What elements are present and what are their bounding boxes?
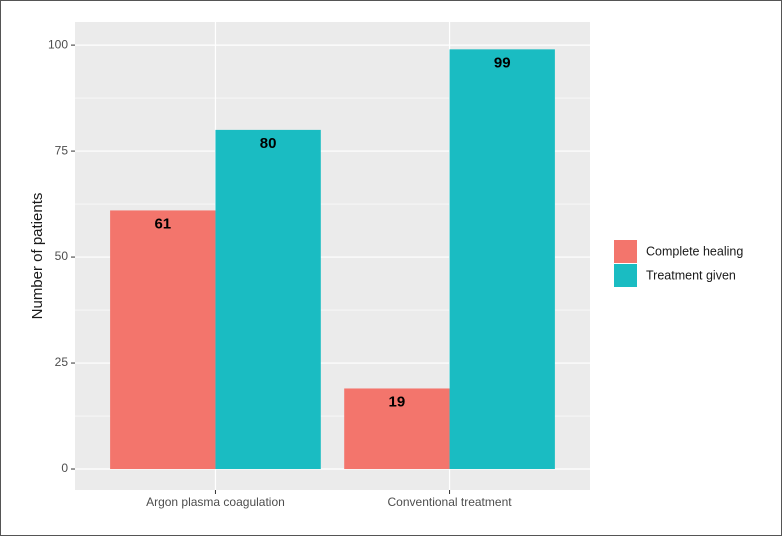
x-tick-label: Conventional treatment: [388, 495, 513, 509]
legend-label: Complete healing: [646, 244, 743, 258]
legend-label: Treatment given: [646, 268, 736, 282]
x-tick-label: Argon plasma coagulation: [146, 495, 285, 509]
bar: [449, 49, 555, 470]
bar: [344, 388, 450, 470]
legend-key: [614, 240, 637, 263]
data-label: 19: [389, 393, 406, 410]
data-label: 99: [494, 54, 511, 71]
data-label: 80: [260, 135, 277, 152]
y-tick-label: 0: [61, 461, 68, 475]
y-tick-label: 75: [55, 143, 69, 157]
y-tick-label: 100: [48, 37, 68, 51]
y-tick-label: 50: [55, 249, 69, 263]
bar: [215, 129, 321, 470]
bar: [110, 210, 216, 470]
legend-key: [614, 264, 637, 287]
y-axis-label: Number of patients: [29, 193, 46, 320]
y-tick-label: 25: [55, 355, 69, 369]
data-label: 61: [154, 215, 171, 232]
